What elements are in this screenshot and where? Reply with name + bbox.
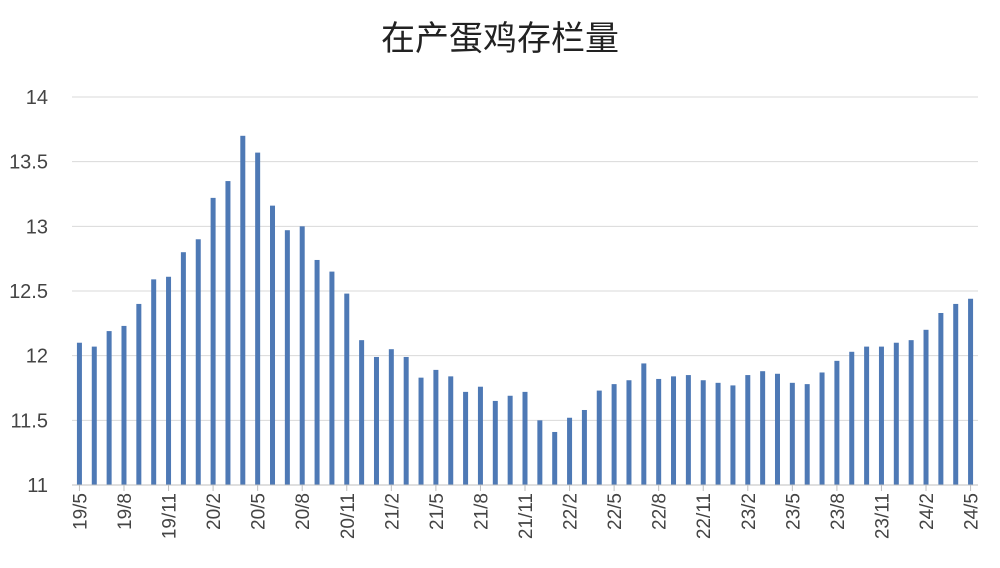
bar [359,340,365,485]
bar [819,372,825,485]
bar [418,377,424,485]
x-tick-label: 20/2 [204,493,225,530]
chart-title: 在产蛋鸡存栏量 [381,19,619,59]
bar [388,349,394,485]
x-tick-label: 21/11 [516,493,537,539]
bar [195,239,201,485]
bar [596,390,602,485]
x-tick-label: 24/2 [917,493,938,530]
x-tick-label: 22/2 [561,493,582,530]
bar [180,252,186,485]
bar [789,382,795,485]
bar [611,384,617,485]
y-tick-label: 11 [27,475,48,497]
bar [463,391,469,485]
bar [166,276,172,485]
bar [448,376,454,485]
bar [685,375,691,485]
y-tick-label: 11.5 [11,410,48,432]
bar [968,298,974,485]
x-tick-label: 23/8 [828,493,849,530]
bar [804,384,810,485]
bar [581,409,587,485]
bar [626,380,632,485]
y-tick-label: 12 [26,346,48,368]
bars [76,135,974,486]
bar [671,376,677,485]
x-tick-label: 20/11 [338,493,359,539]
bar [715,382,721,485]
bar [403,356,409,485]
bar [923,329,929,485]
x-tick-label: 21/5 [427,493,448,530]
bar [849,351,855,485]
x-tick-label: 23/5 [783,493,804,530]
bar [507,395,513,485]
y-tick-label: 12.5 [9,281,48,303]
x-tick-label: 22/11 [694,493,715,539]
bar [774,373,780,485]
x-tick-label: 23/11 [872,493,893,539]
bar [864,346,870,485]
bar [878,346,884,485]
bar [314,259,320,485]
bar [492,400,498,485]
bar [240,135,246,486]
bar [700,380,706,485]
bar [834,360,840,485]
bar [477,386,483,485]
x-tick-label: 22/8 [650,493,671,530]
bar [433,369,439,485]
bar [225,181,231,485]
bar [656,378,662,485]
bar [121,325,127,485]
bar [567,417,573,485]
bar [136,303,142,485]
x-tick-label: 22/5 [605,493,626,530]
bar [537,420,543,485]
bar [255,152,261,486]
bar [730,385,736,485]
bar [641,363,647,485]
x-tick-label: 20/5 [249,493,270,530]
bar [106,331,112,485]
bar [552,431,558,485]
x-axis: 19/5 19/8 19/11 20/2 20/5 20/8 20/11 21/2 21/5 21… [70,484,983,539]
bar [270,205,276,485]
bar [953,303,959,485]
bar [151,279,157,485]
bar [210,197,216,485]
y-axis-ticks: 11 11.5 12 12.5 13 13.5 14 [9,87,48,497]
bar [344,293,350,485]
bar [760,371,766,485]
bar [299,226,305,485]
y-tick-label: 13 [26,216,48,238]
x-tick-label: 21/2 [382,493,403,530]
x-tick-label: 19/11 [160,493,181,539]
bar [284,230,290,485]
bar [893,342,899,485]
bar [938,312,944,485]
y-tick-label: 13.5 [9,152,48,174]
x-tick-label: 24/5 [962,493,983,530]
x-tick-label: 21/8 [471,493,492,530]
bar [91,346,97,485]
x-tick-label: 23/2 [739,493,760,530]
x-tick-label: 19/5 [70,493,91,530]
bar [908,340,914,485]
bar [745,375,751,485]
x-tick-label: 19/8 [115,493,136,530]
y-tick-label: 14 [26,87,48,109]
bar [76,342,82,485]
bar [373,356,379,485]
bar [522,391,528,485]
gridlines [72,96,978,421]
bar [329,271,335,485]
x-tick-label: 20/8 [293,493,314,530]
